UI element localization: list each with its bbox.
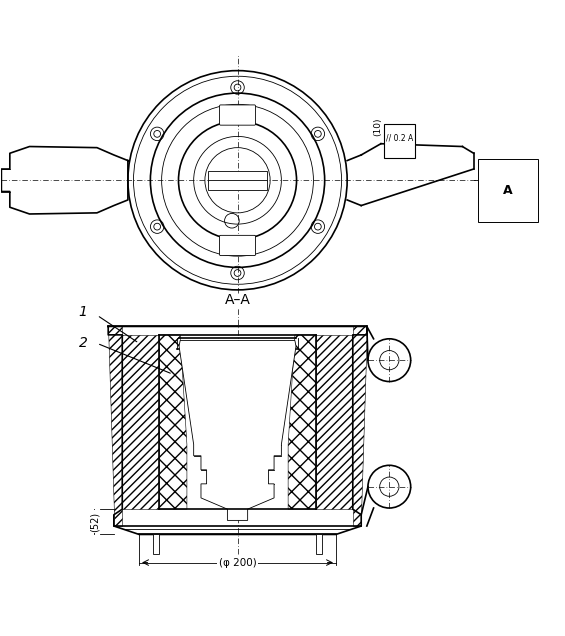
Text: (10): (10) <box>373 118 383 136</box>
Bar <box>208 170 267 181</box>
FancyBboxPatch shape <box>220 235 255 256</box>
Text: 2: 2 <box>79 336 88 350</box>
Polygon shape <box>108 326 159 526</box>
Bar <box>153 534 159 554</box>
Text: A–A: A–A <box>224 293 250 307</box>
Polygon shape <box>179 340 296 520</box>
Polygon shape <box>159 335 187 509</box>
Polygon shape <box>316 326 367 526</box>
Text: (φ 200): (φ 200) <box>219 558 257 567</box>
Bar <box>208 180 267 190</box>
Text: A: A <box>503 184 512 197</box>
Text: (52): (52) <box>89 512 99 532</box>
FancyBboxPatch shape <box>384 124 415 158</box>
FancyBboxPatch shape <box>220 105 255 125</box>
Bar <box>316 534 322 554</box>
Polygon shape <box>288 335 316 509</box>
Text: A: A <box>487 163 497 177</box>
Text: 1: 1 <box>79 305 88 319</box>
Text: // 0.2 A: // 0.2 A <box>386 134 413 142</box>
